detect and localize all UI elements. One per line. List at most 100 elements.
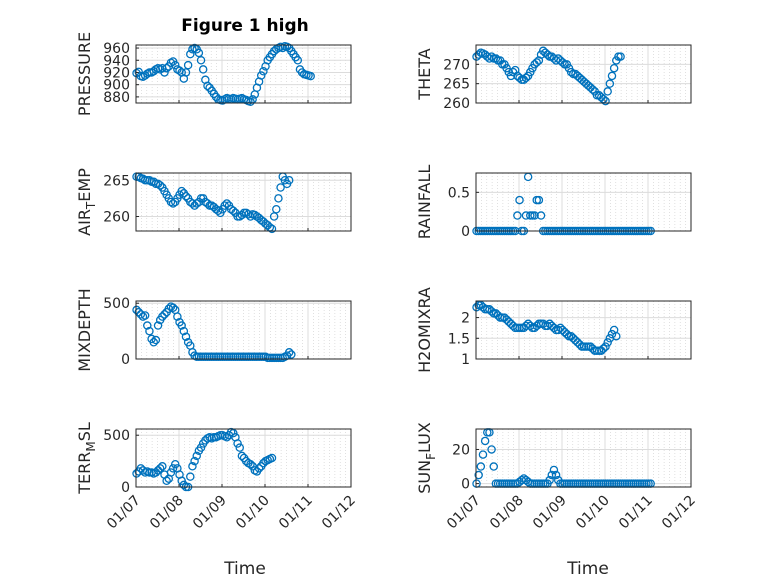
data-point <box>177 321 186 330</box>
axes-box <box>135 172 352 232</box>
subplot-theta: 260 265 270 THETA <box>415 44 692 112</box>
data-point <box>267 224 277 234</box>
data-point <box>192 199 201 208</box>
data-point <box>235 443 244 452</box>
data-point <box>532 58 541 67</box>
data-point <box>246 97 255 107</box>
axes-box <box>135 44 352 104</box>
y-tick-label: 2 <box>461 311 470 327</box>
y-axis-label: SUNFLUX <box>415 422 438 494</box>
axes-box <box>475 428 692 488</box>
data-point <box>136 310 146 319</box>
y-axis-label: RAINFALL <box>415 165 434 240</box>
data-point <box>485 54 494 63</box>
data-point <box>612 331 621 341</box>
x-tick-label: 01/10 <box>573 493 613 533</box>
subplot-terr-msl: 0 500 TERRMSL 01/07 01/08 01/09 01/10 01/11 01/1… <box>75 422 359 532</box>
data-point <box>160 310 169 319</box>
y-tick-label: 500 <box>103 428 130 444</box>
y-tick-label: 265 <box>443 77 470 93</box>
y-axis-label: TERRMSL <box>75 422 98 495</box>
data-point <box>547 470 557 480</box>
data-point <box>487 52 496 61</box>
subplot-air-temp: 260 265 AIRTEMP <box>75 168 352 236</box>
data-point <box>588 85 597 94</box>
data-point <box>134 307 143 317</box>
y-tick-label: 500 <box>103 296 130 312</box>
data-point <box>543 50 552 59</box>
data-point <box>149 177 158 186</box>
data-point <box>177 476 186 486</box>
data-point <box>558 58 567 67</box>
data-point <box>186 49 195 59</box>
x-tick-label: 01/08 <box>147 493 187 533</box>
y-tick-label: 920 <box>103 65 130 81</box>
data-point <box>155 181 165 190</box>
data-point <box>489 462 498 471</box>
data-point <box>160 68 169 77</box>
figure-title: Figure 1 high <box>181 16 309 36</box>
axes-box <box>475 172 692 232</box>
data-point <box>538 319 548 329</box>
data-point <box>272 204 281 214</box>
plot-area <box>476 173 691 231</box>
axes-box <box>475 44 692 104</box>
y-axis-label: H2OMIXRA <box>415 287 434 373</box>
data-point <box>143 321 152 330</box>
data-point <box>605 79 615 88</box>
data-point <box>203 81 212 91</box>
data-point <box>186 472 195 481</box>
data-point <box>173 312 182 321</box>
data-point <box>155 464 165 473</box>
data-point <box>534 195 544 205</box>
y-tick-label: 265 <box>103 173 130 189</box>
data-point <box>566 67 576 77</box>
data-point <box>196 56 206 65</box>
y-tick-label: 260 <box>443 96 470 112</box>
data-point <box>474 50 483 59</box>
data-point <box>515 73 524 83</box>
y-axis-label: PRESSURE <box>75 32 94 116</box>
data-point <box>166 197 176 207</box>
data-point <box>246 459 255 469</box>
data-point <box>162 476 171 486</box>
subplot-h2omixra: 1 1.5 2 H2OMIXRA <box>415 287 692 373</box>
data-point <box>194 48 204 58</box>
y-tick-label: 940 <box>103 53 130 69</box>
y-tick-label: 0 <box>461 477 470 493</box>
data-point <box>168 199 178 208</box>
data-point <box>250 210 260 220</box>
y-tick-label: 20 <box>452 442 470 458</box>
plot-area <box>476 429 691 487</box>
data-point <box>237 451 247 461</box>
data-point <box>278 43 287 53</box>
x-tick-label: 01/09 <box>190 493 230 533</box>
data-point <box>229 206 238 215</box>
data-point <box>521 73 531 83</box>
data-point <box>153 321 163 330</box>
data-point <box>603 338 612 347</box>
x-tick-label: 01/07 <box>104 493 144 533</box>
data-point <box>599 344 608 353</box>
data-point <box>149 338 158 347</box>
data-point <box>293 56 303 65</box>
data-point <box>545 475 554 485</box>
data-point <box>222 199 232 208</box>
x-tick-label: 01/12 <box>659 493 699 533</box>
data-point <box>170 60 180 70</box>
data-point <box>134 67 143 77</box>
y-axis-label: MIXDEPTH <box>75 288 94 371</box>
data-point <box>607 71 617 81</box>
subplot-mixdepth: 0 500 MIXDEPTH <box>75 288 352 372</box>
y-tick-label: 0 <box>461 224 470 240</box>
data-point <box>601 96 610 106</box>
data-point <box>474 470 483 480</box>
data-point <box>603 87 612 96</box>
data-point <box>151 335 161 345</box>
x-tick-label: 01/12 <box>319 493 359 533</box>
data-point <box>222 433 232 442</box>
x-tick-label: 01/07 <box>444 493 484 533</box>
data-point <box>188 462 197 471</box>
